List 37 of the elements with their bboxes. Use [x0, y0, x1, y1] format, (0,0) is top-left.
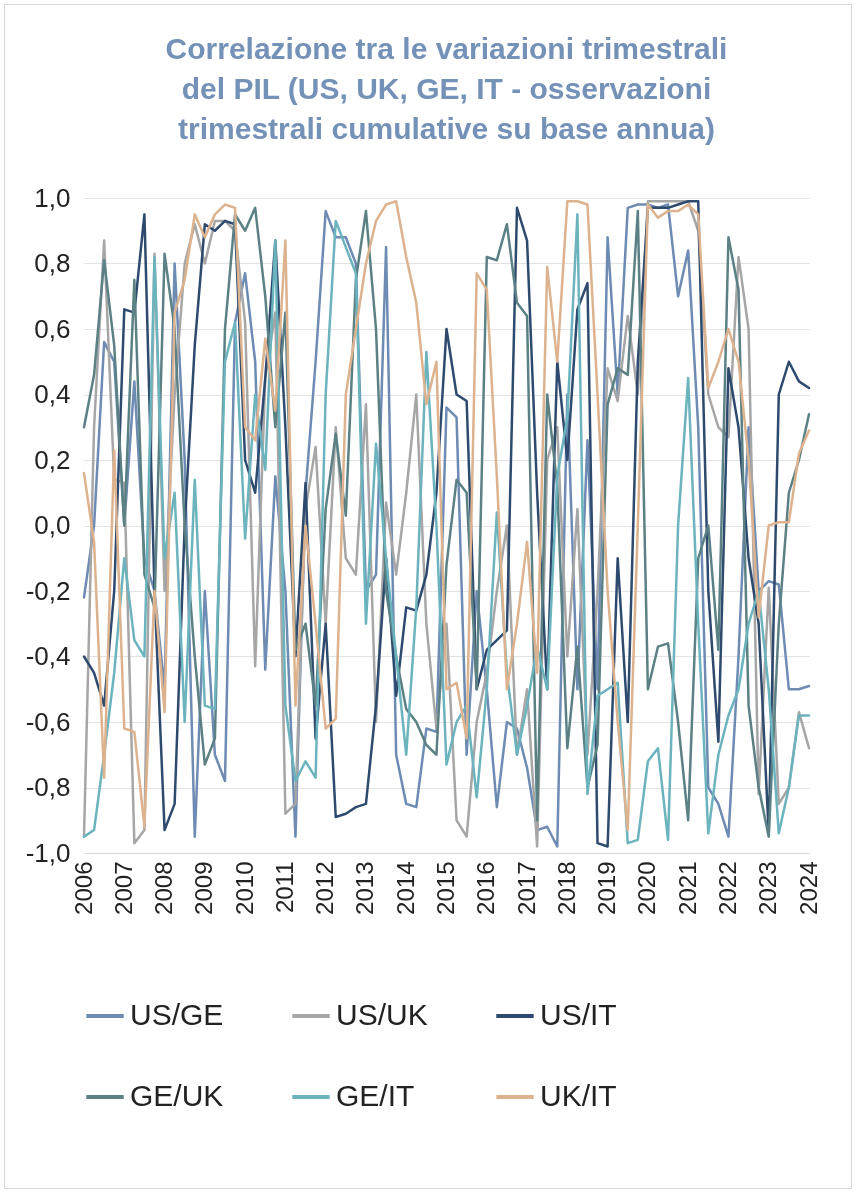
y-tick-label: 0,6: [34, 313, 71, 344]
legend-label: GE/UK: [130, 1079, 224, 1112]
x-tick-label: 2019: [593, 861, 621, 915]
x-tick-label: 2012: [311, 861, 339, 915]
x-tick-label: 2021: [673, 861, 701, 915]
x-tick-label: 2016: [472, 861, 500, 915]
legend-label: US/UK: [336, 998, 428, 1031]
x-tick-label: 2013: [351, 861, 379, 915]
x-tick-label: 2006: [69, 861, 97, 915]
x-tick-label: 2022: [713, 861, 741, 915]
x-tick-label: 2018: [552, 861, 580, 915]
x-tick-label: 2010: [230, 861, 258, 915]
legend-label: GE/IT: [336, 1079, 415, 1112]
x-tick-label: 2014: [391, 861, 419, 915]
y-tick-label: -0,2: [25, 575, 71, 606]
y-tick-label: -0,6: [25, 706, 71, 737]
x-tick-label: 2024: [794, 861, 822, 915]
legend-label: US/IT: [540, 998, 617, 1031]
y-tick-label: -0,8: [25, 772, 71, 802]
y-tick-label: -0,4: [25, 641, 71, 671]
chart-title: Correlazione tra le variazioni trimestrali del PIL (US, UK, GE, IT - osservazioni trimestrali cumulative su base annua): [165, 32, 728, 145]
y-tick-label: 0,4: [34, 379, 71, 409]
y-tick-label: 0,8: [34, 248, 71, 278]
x-tick-label: 2017: [512, 861, 540, 915]
y-tick-label: 1,0: [34, 182, 71, 213]
x-tick-label: 2020: [633, 861, 661, 915]
y-tick-label: 0,2: [34, 444, 71, 475]
x-tick-label: 2011: [270, 861, 298, 914]
x-tick-label: 2023: [754, 861, 782, 915]
y-tick-label: 0,0: [34, 510, 71, 540]
x-tick-label: 2015: [432, 861, 459, 915]
x-tick-label: 2008: [150, 861, 178, 915]
y-tick-label: -1,0: [25, 837, 71, 868]
x-tick-label: 2007: [109, 861, 137, 915]
legend-label: UK/IT: [540, 1079, 617, 1112]
x-tick-label: 2009: [190, 861, 218, 915]
legend-label: US/GE: [130, 998, 224, 1031]
